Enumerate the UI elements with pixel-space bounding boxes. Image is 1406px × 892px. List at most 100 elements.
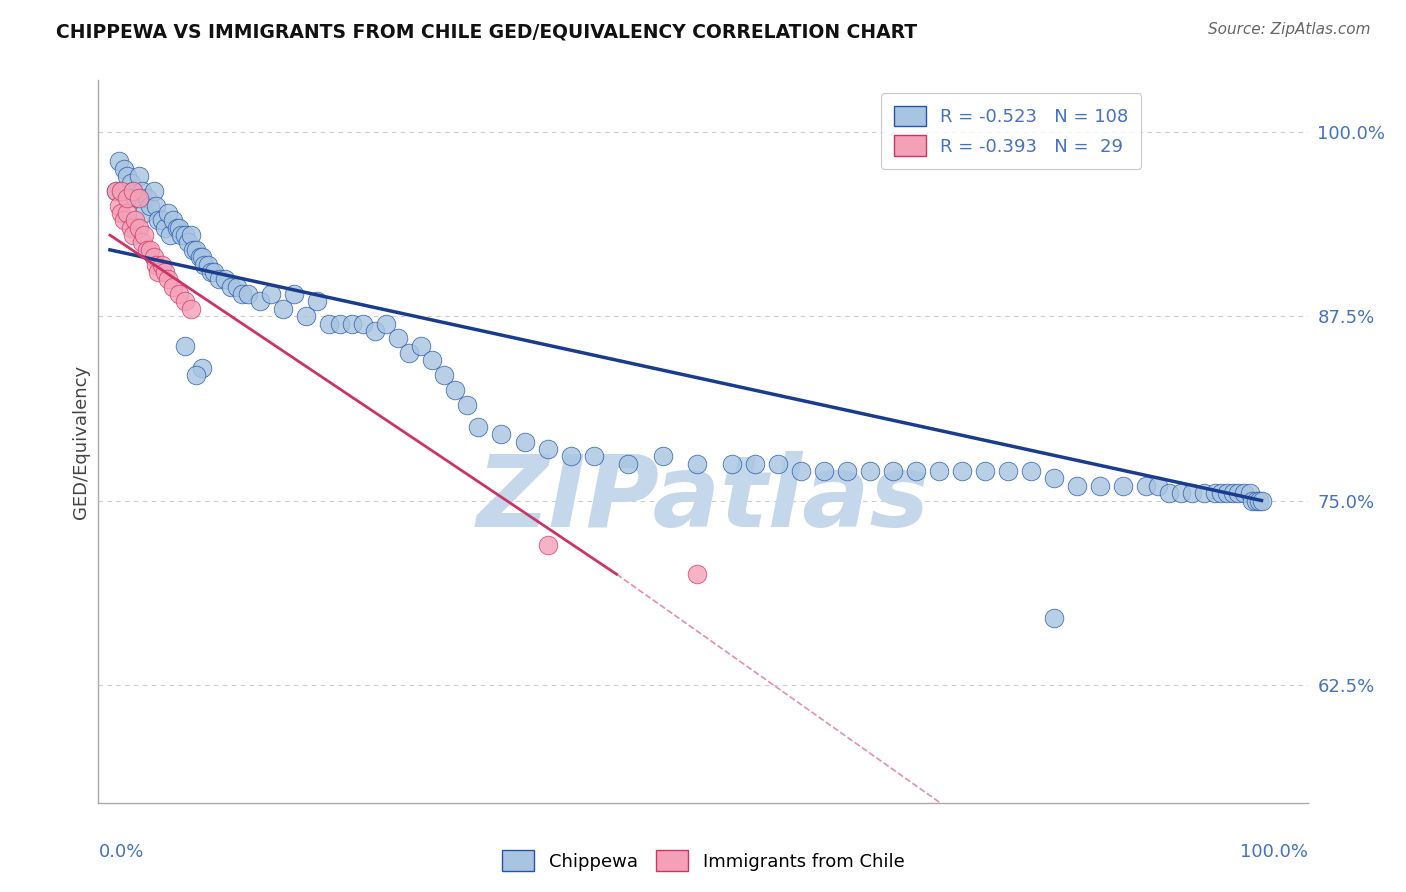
Point [128,220,150,235]
Point [1211,486,1233,500]
Point [375,317,398,331]
Point [122,184,145,198]
Point [790,464,813,478]
Point [387,331,409,345]
Point [340,317,363,331]
Point [491,427,513,442]
Point [193,258,215,272]
Point [1222,486,1244,500]
Point [433,368,456,383]
Point [135,191,157,205]
Point [1241,493,1264,508]
Point [1233,486,1256,500]
Point [142,184,165,198]
Point [170,228,193,243]
Point [536,442,558,456]
Point [318,317,340,331]
Text: CHIPPEWA VS IMMIGRANTS FROM CHILE GED/EQUIVALENCY CORRELATION CHART: CHIPPEWA VS IMMIGRANTS FROM CHILE GED/EQ… [56,22,917,41]
Point [283,287,305,301]
Text: Source: ZipAtlas.com: Source: ZipAtlas.com [1208,22,1371,37]
Point [167,287,190,301]
Point [104,184,127,198]
Point [115,206,138,220]
Point [191,250,214,264]
Point [186,243,208,257]
Legend: R = -0.523   N = 108, R = -0.393   N =  29: R = -0.523 N = 108, R = -0.393 N = 29 [882,93,1142,169]
Point [307,294,329,309]
Point [536,538,558,552]
Point [131,235,153,250]
Point [159,228,181,243]
Point [173,228,195,243]
Point [115,169,138,183]
Point [398,346,420,360]
Point [128,169,150,183]
Point [1239,486,1261,500]
Point [1043,471,1066,485]
Point [1170,486,1192,500]
Point [950,464,973,478]
Point [120,220,142,235]
Point [108,199,131,213]
Point [813,464,835,478]
Point [150,213,173,227]
Point [456,398,478,412]
Point [191,360,214,375]
Point [122,184,145,198]
Point [260,287,283,301]
Text: 0.0%: 0.0% [98,843,143,861]
Point [835,464,858,478]
Point [110,206,132,220]
Point [409,339,432,353]
Point [422,353,444,368]
Point [108,154,131,169]
Point [145,258,167,272]
Point [859,464,882,478]
Y-axis label: GED/Equivalency: GED/Equivalency [72,365,90,518]
Point [150,258,173,272]
Point [162,279,184,293]
Point [720,457,742,471]
Point [582,450,605,464]
Point [166,220,188,235]
Point [766,457,789,471]
Point [188,250,211,264]
Point [329,317,352,331]
Point [974,464,997,478]
Point [997,464,1019,478]
Point [513,434,536,449]
Point [202,265,225,279]
Point [186,368,208,383]
Point [651,450,673,464]
Point [135,243,157,257]
Point [1135,479,1157,493]
Point [167,220,190,235]
Point [181,243,204,257]
Point [560,450,582,464]
Point [928,464,950,478]
Point [905,464,928,478]
Point [134,228,156,243]
Point [225,279,247,293]
Point [686,457,709,471]
Point [104,184,127,198]
Point [1244,493,1267,508]
Point [156,206,179,220]
Point [214,272,236,286]
Point [1204,486,1226,500]
Point [180,228,202,243]
Point [231,287,253,301]
Point [467,419,489,434]
Point [139,243,162,257]
Legend: Chippewa, Immigrants from Chile: Chippewa, Immigrants from Chile [495,843,911,879]
Point [156,272,179,286]
Point [110,184,132,198]
Point [1159,486,1181,500]
Text: ZIPatlas: ZIPatlas [477,450,929,548]
Point [112,161,135,176]
Point [208,272,231,286]
Point [173,294,195,309]
Point [744,457,766,471]
Point [110,184,132,198]
Point [148,213,170,227]
